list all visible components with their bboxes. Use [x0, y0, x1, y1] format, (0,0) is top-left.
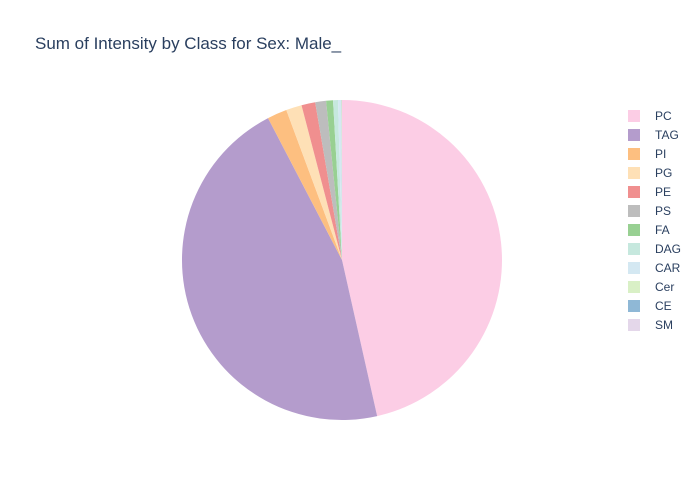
legend-swatch	[628, 147, 640, 160]
legend-label: Cer	[655, 279, 675, 294]
legend-swatch	[628, 128, 640, 141]
pie-slice-tag[interactable]	[181, 118, 378, 421]
legend-item-car[interactable]: CAR	[628, 258, 681, 277]
legend-swatch	[628, 166, 640, 179]
pie-slice-ps[interactable]	[315, 100, 342, 260]
chart-title: Sum of Intensity by Class for Sex: Male_	[35, 34, 342, 53]
legend-swatch	[628, 318, 640, 331]
legend-swatch	[628, 261, 640, 274]
pie-slice-pi[interactable]	[268, 110, 342, 260]
legend-swatch	[628, 242, 640, 255]
legend-swatch	[628, 185, 640, 198]
legend-label: PG	[655, 165, 673, 180]
pie-slice-fa[interactable]	[326, 100, 342, 260]
pie-slice-pg[interactable]	[286, 105, 342, 261]
pie-slice-pe[interactable]	[301, 102, 342, 261]
legend-label: CAR	[655, 260, 681, 275]
legend-label: PC	[655, 108, 672, 123]
pie-slice-ce[interactable]	[341, 99, 343, 260]
legend-label: SM	[655, 317, 673, 332]
legend-item-ps[interactable]: PS	[628, 201, 681, 220]
legend-swatch	[628, 280, 640, 293]
pie-slice-pc[interactable]	[342, 100, 502, 417]
legend-item-tag[interactable]: TAG	[628, 125, 681, 144]
legend-label: TAG	[655, 127, 679, 142]
legend-swatch	[628, 204, 640, 217]
legend: PC TAG PI PG PE PS FA DAG CAR Cer CE SM	[628, 106, 681, 334]
legend-label: CE	[655, 298, 672, 313]
legend-item-pc[interactable]: PC	[628, 106, 681, 125]
legend-swatch	[628, 109, 640, 122]
legend-item-pi[interactable]: PI	[628, 144, 681, 163]
legend-swatch	[628, 299, 640, 312]
pie-slice-car[interactable]	[338, 100, 342, 260]
legend-item-dag[interactable]: DAG	[628, 239, 681, 258]
legend-swatch	[628, 223, 640, 236]
pie-slice-dag[interactable]	[333, 100, 342, 260]
legend-label: PI	[655, 146, 667, 161]
legend-item-pe[interactable]: PE	[628, 182, 681, 201]
legend-label: FA	[655, 222, 670, 237]
legend-item-cer[interactable]: Cer	[628, 277, 681, 296]
legend-item-ce[interactable]: CE	[628, 296, 681, 315]
legend-item-sm[interactable]: SM	[628, 315, 681, 334]
legend-label: DAG	[655, 241, 682, 256]
legend-item-pg[interactable]: PG	[628, 163, 681, 182]
legend-label: PS	[655, 203, 672, 218]
legend-item-fa[interactable]: FA	[628, 220, 681, 239]
pie-slice-cer[interactable]	[341, 99, 342, 260]
legend-label: PE	[655, 184, 672, 199]
